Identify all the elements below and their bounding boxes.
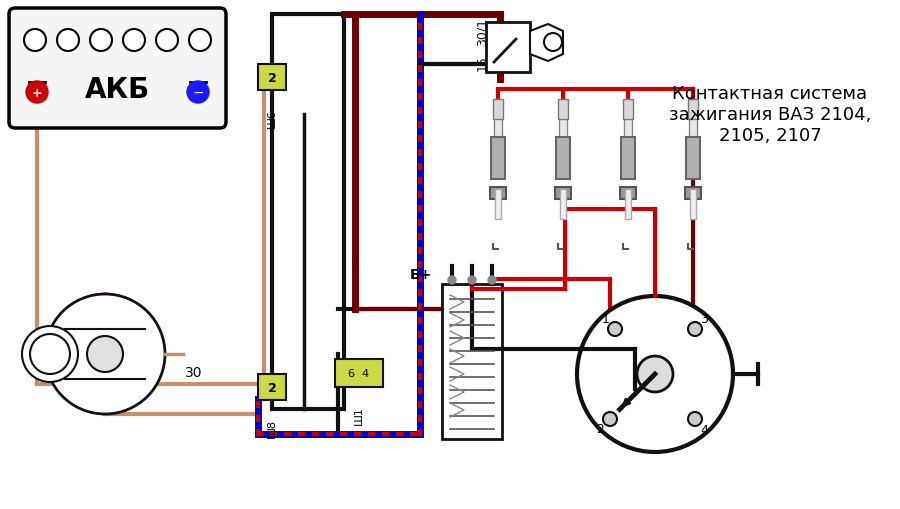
FancyBboxPatch shape <box>9 9 226 129</box>
Circle shape <box>688 412 702 426</box>
Circle shape <box>30 334 70 374</box>
Text: 1: 1 <box>602 313 609 325</box>
Text: Контактная система
зажигания ВАЗ 2104,
2105, 2107: Контактная система зажигания ВАЗ 2104, 2… <box>669 85 871 145</box>
Bar <box>625 190 631 219</box>
Bar <box>558 100 568 120</box>
Text: 6  4: 6 4 <box>348 369 370 378</box>
Text: Ш6: Ш6 <box>267 109 277 128</box>
Bar <box>490 188 506 200</box>
Bar <box>620 188 636 200</box>
Text: 30/1: 30/1 <box>475 18 489 46</box>
Bar <box>442 285 502 439</box>
Circle shape <box>187 82 209 104</box>
Circle shape <box>448 276 456 285</box>
Bar <box>491 138 505 180</box>
Circle shape <box>544 34 562 52</box>
Circle shape <box>608 322 622 336</box>
Bar <box>258 65 286 91</box>
Circle shape <box>26 82 48 104</box>
Circle shape <box>90 30 112 52</box>
Bar <box>494 105 502 140</box>
Circle shape <box>38 343 62 366</box>
Text: 15: 15 <box>475 55 489 71</box>
Bar <box>486 23 530 73</box>
Text: Б+: Б+ <box>410 267 432 281</box>
Bar <box>495 190 501 219</box>
Circle shape <box>24 30 46 52</box>
Circle shape <box>57 30 79 52</box>
Bar <box>690 190 696 219</box>
Text: 4: 4 <box>700 423 708 436</box>
Circle shape <box>603 412 617 426</box>
Bar <box>272 15 344 409</box>
Bar <box>623 100 633 120</box>
Bar <box>559 105 567 140</box>
Bar <box>555 188 571 200</box>
Text: 2: 2 <box>596 422 604 436</box>
Bar <box>686 138 700 180</box>
Circle shape <box>22 326 78 382</box>
Circle shape <box>123 30 145 52</box>
Circle shape <box>156 30 178 52</box>
Bar <box>688 100 698 120</box>
Polygon shape <box>530 25 563 62</box>
Circle shape <box>189 30 211 52</box>
Bar <box>493 100 503 120</box>
Bar <box>685 188 701 200</box>
Bar <box>560 190 566 219</box>
Text: +: + <box>32 87 42 99</box>
Text: АКБ: АКБ <box>85 76 150 104</box>
Bar <box>624 105 632 140</box>
Bar <box>335 359 383 387</box>
Circle shape <box>637 356 673 392</box>
Text: 2: 2 <box>267 71 276 84</box>
Circle shape <box>468 276 476 285</box>
Circle shape <box>45 294 165 414</box>
Text: 3: 3 <box>700 313 708 325</box>
Circle shape <box>87 336 123 372</box>
Circle shape <box>488 276 496 285</box>
Text: Ш1: Ш1 <box>354 405 364 424</box>
Text: 30: 30 <box>185 365 202 379</box>
Circle shape <box>688 322 702 336</box>
Bar <box>689 105 697 140</box>
Bar <box>258 374 286 400</box>
Text: Ш8: Ш8 <box>267 418 277 437</box>
Text: 2: 2 <box>267 381 276 394</box>
Bar <box>556 138 570 180</box>
Bar <box>621 138 635 180</box>
Circle shape <box>577 296 733 452</box>
Text: −: − <box>193 86 203 100</box>
